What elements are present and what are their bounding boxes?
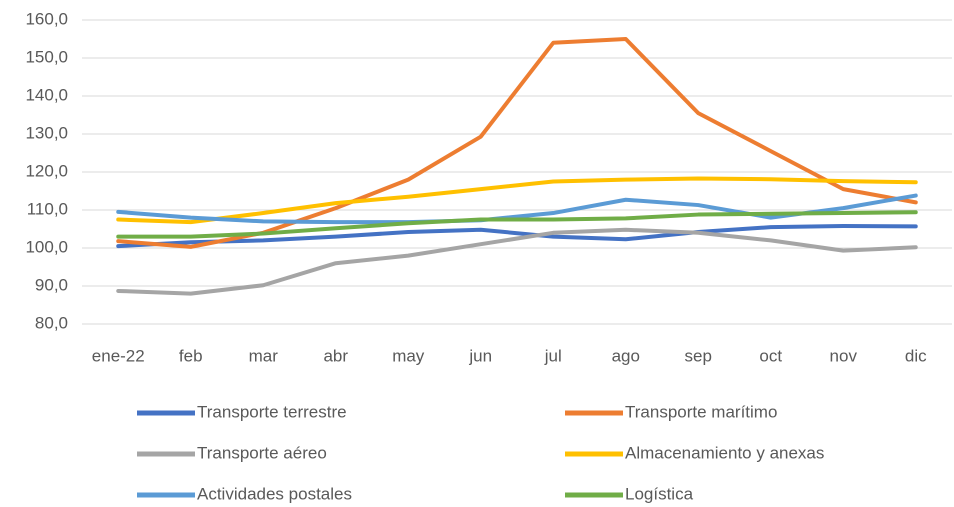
x-tick-label: jul (544, 346, 562, 365)
series-line (116, 227, 918, 296)
legend-label: Transporte marítimo (625, 402, 777, 421)
legend-label: Almacenamiento y anexas (625, 443, 824, 462)
series-line (116, 223, 918, 249)
x-tick-label: abr (323, 346, 348, 365)
x-tick-label: mar (249, 346, 279, 365)
legend-label: Actividades postales (197, 484, 352, 503)
x-tick-label: ago (612, 346, 640, 365)
y-tick-label: 110,0 (27, 199, 68, 218)
x-tick-label: nov (830, 346, 858, 365)
x-tick-label: feb (179, 346, 203, 365)
legend-label: Transporte aéreo (197, 443, 327, 462)
x-tick-label: dic (905, 346, 927, 365)
y-tick-label: 130,0 (25, 123, 68, 142)
x-tick-label: oct (759, 346, 782, 365)
x-tick-label: sep (685, 346, 712, 365)
series-line (116, 176, 918, 225)
x-tick-label: may (392, 346, 425, 365)
y-tick-label: 160,0 (25, 9, 68, 28)
x-tick-label: ene-22 (92, 346, 145, 365)
legend-label: Transporte terrestre (197, 402, 347, 421)
x-tick-label: jun (468, 346, 492, 365)
y-tick-label: 120,0 (25, 161, 68, 180)
y-tick-label: 80,0 (35, 313, 68, 332)
y-tick-label: 140,0 (25, 85, 68, 104)
y-tick-label: 150,0 (25, 47, 68, 66)
series-line (116, 210, 918, 239)
series-line (116, 193, 918, 225)
legend-label: Logística (625, 484, 694, 503)
y-tick-label: 100,0 (25, 237, 68, 256)
y-tick-label: 90,0 (35, 275, 68, 294)
